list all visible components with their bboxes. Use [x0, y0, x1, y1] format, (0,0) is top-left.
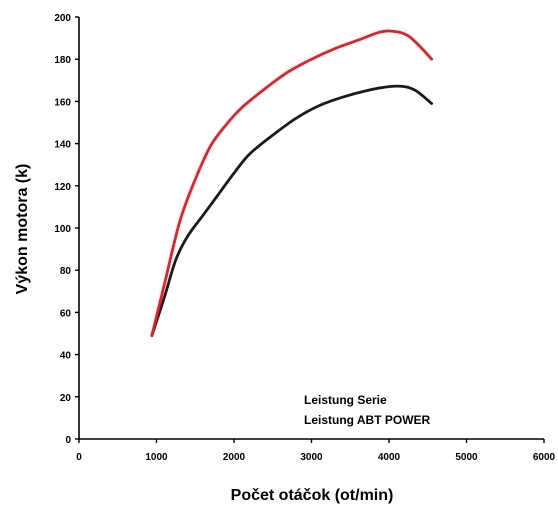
legend-entry-abt-power: Leistung ABT POWER	[304, 413, 431, 427]
x-tick-label: 0	[76, 452, 82, 463]
y-tick-label: 180	[54, 55, 71, 66]
series-layer	[150, 29, 434, 338]
y-tick-label: 120	[54, 182, 71, 193]
y-tick-label: 0	[65, 435, 71, 446]
x-tick-label: 3000	[300, 452, 323, 463]
series-line-abt-power	[150, 29, 434, 338]
y-axis-title: Výkon motora (k)	[14, 164, 31, 295]
x-tick-label: 2000	[223, 452, 246, 463]
y-tick-label: 200	[54, 13, 71, 24]
y-tick-label: 40	[60, 351, 72, 362]
legend-entry-serie: Leistung Serie	[304, 393, 387, 407]
y-tick-label: 160	[54, 97, 71, 108]
y-tick-label: 60	[60, 308, 72, 319]
x-tick-label: 4000	[378, 452, 401, 463]
x-tick-label: 6000	[533, 452, 556, 463]
y-tick-label: 100	[54, 224, 71, 235]
x-axis-ticks: 0 1000 2000 3000 4000 5000 6000	[76, 439, 556, 463]
y-tick-label: 140	[54, 140, 71, 151]
x-axis-title: Počet otáčok (ot/min)	[231, 487, 394, 504]
y-tick-label: 20	[60, 393, 72, 404]
x-tick-label: 1000	[145, 452, 168, 463]
x-tick-label: 5000	[455, 452, 478, 463]
series-line-serie	[150, 84, 434, 338]
y-tick-label: 80	[60, 266, 72, 277]
y-axis-ticks: 0 20 40 60 80 100 120 140 160 180 200	[54, 13, 79, 446]
